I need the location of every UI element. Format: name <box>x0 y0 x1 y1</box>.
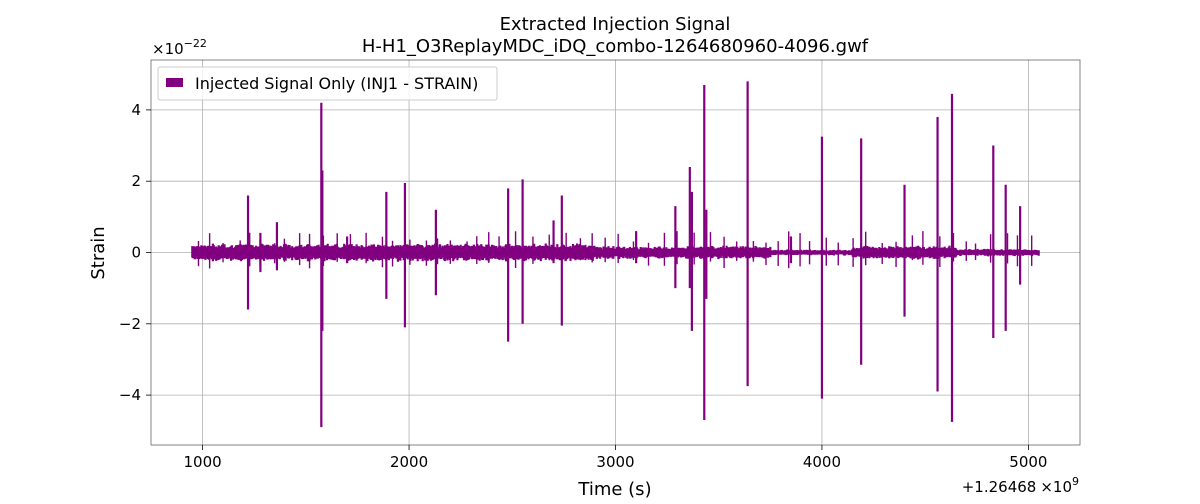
noise-band <box>191 243 1040 262</box>
x-tick-label: 2000 <box>390 453 428 471</box>
x-tick-label: 4000 <box>803 453 841 471</box>
y-tick-label: −2 <box>119 315 141 333</box>
x-axis-label: Time (s) <box>577 479 651 500</box>
y-scale-exponent: −22 <box>184 37 207 50</box>
signal-series <box>191 81 1040 428</box>
x-tick-label: 5000 <box>1009 453 1047 471</box>
x-offset-exponent: 9 <box>1072 475 1079 488</box>
y-tick-label: 4 <box>131 101 141 119</box>
y-tick-label: −4 <box>119 386 141 404</box>
x-offset-value: +1.26468 <box>962 478 1037 496</box>
legend-frame <box>157 66 498 101</box>
x-tick-label: 3000 <box>596 453 634 471</box>
legend: Injected Signal Only (INJ1 - STRAIN) <box>157 66 498 101</box>
chart-title: Extracted Injection Signal <box>500 14 731 35</box>
legend-label: Injected Signal Only (INJ1 - STRAIN) <box>195 74 478 93</box>
x-offset-multiplier: ×10 <box>1040 478 1072 496</box>
y-scale-label: ×10−22 <box>152 37 207 58</box>
x-tick-label: 1000 <box>184 453 222 471</box>
y-scale-multiplier: ×10 <box>152 40 184 58</box>
x-offset-label: +1.26468 ×109 <box>962 475 1079 496</box>
legend-swatch <box>166 78 183 87</box>
y-axis-label: Strain <box>88 226 109 279</box>
axis-ticks: 1000 2000 3000 4000 5000 −4 −2 0 2 4 <box>119 101 1048 471</box>
y-tick-label: 0 <box>131 244 141 262</box>
chart-subtitle: H-H1_O3ReplayMDC_iDQ_combo-1264680960-40… <box>362 36 869 57</box>
y-tick-label: 2 <box>131 172 141 190</box>
